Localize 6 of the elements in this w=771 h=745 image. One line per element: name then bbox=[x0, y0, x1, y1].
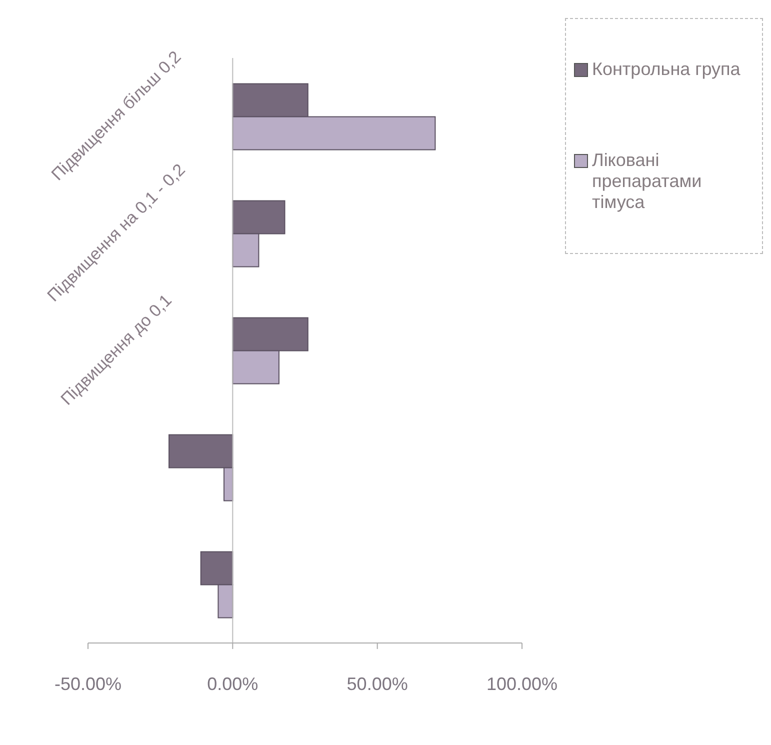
legend-label: Контрольна група bbox=[592, 59, 740, 80]
x-tick-label: 50.00% bbox=[346, 674, 408, 694]
legend-label: Ліковані препаратами тімуса bbox=[592, 150, 703, 213]
x-tick-label: 0.00% bbox=[207, 674, 258, 694]
x-tick-label: -50.00% bbox=[54, 674, 122, 694]
x-tick-label: 100.00% bbox=[486, 674, 558, 694]
